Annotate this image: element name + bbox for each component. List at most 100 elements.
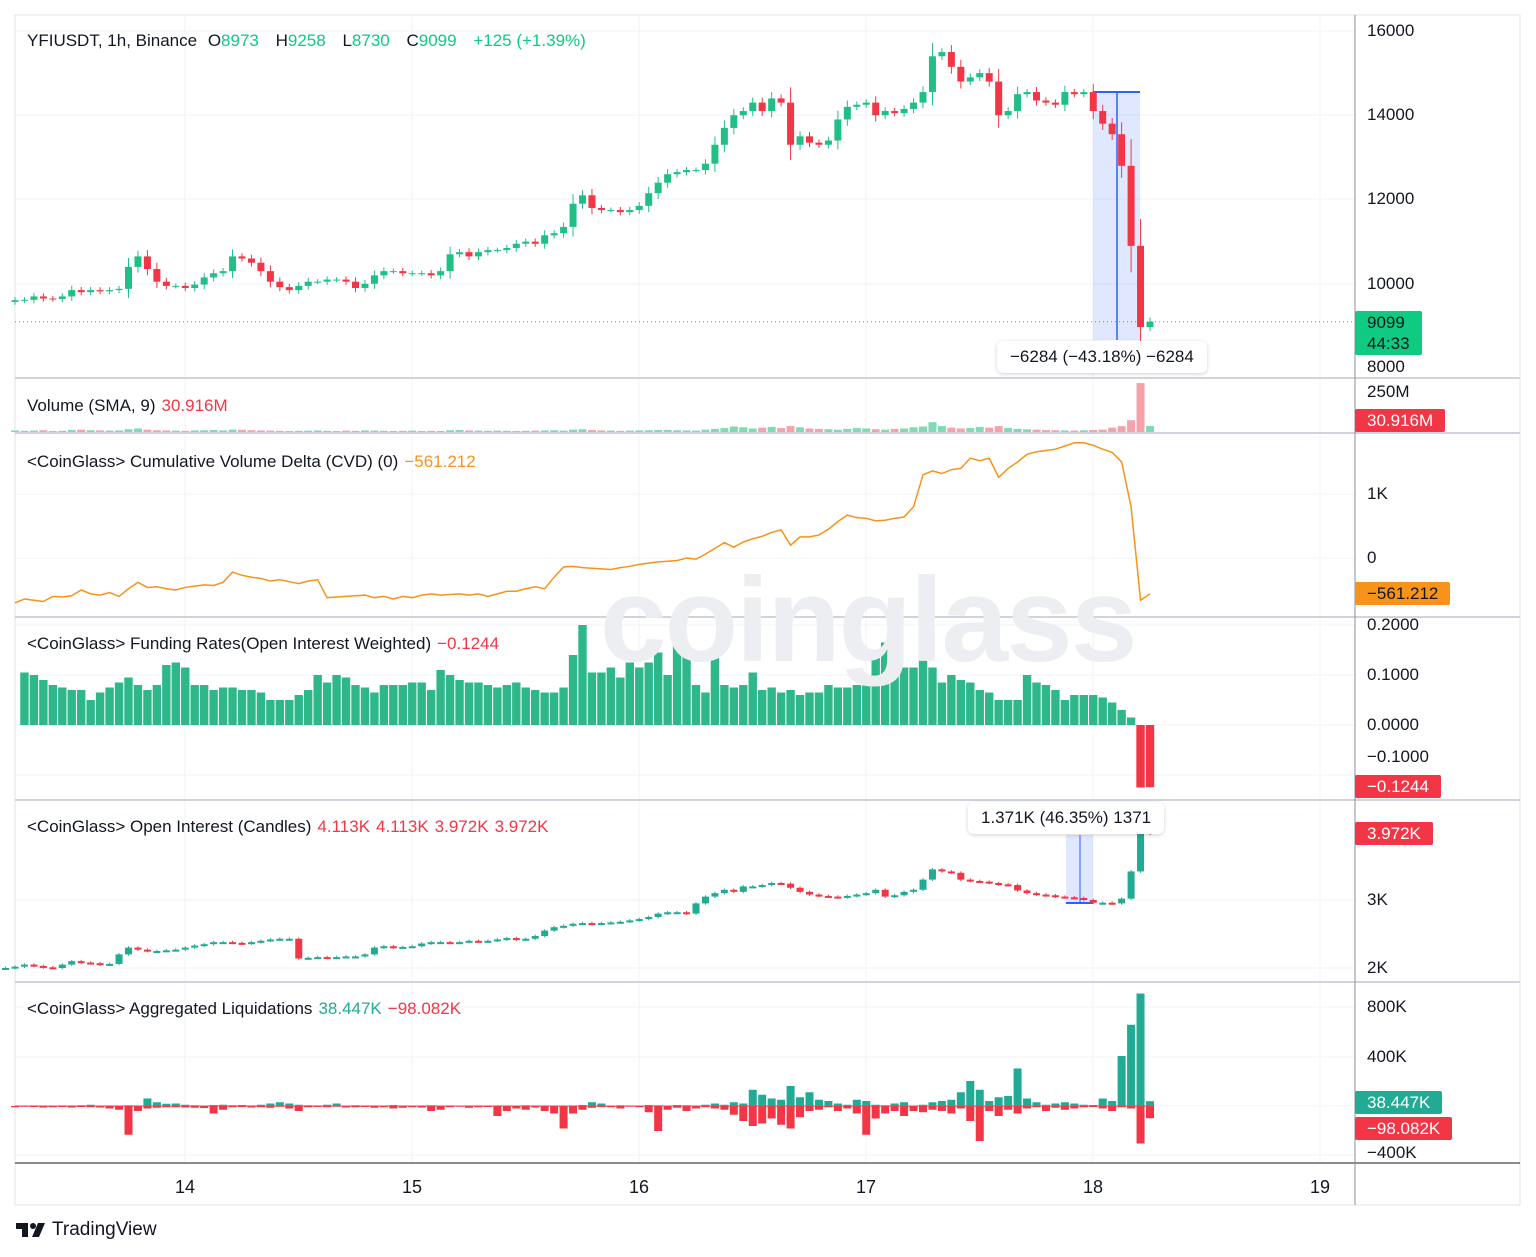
price-candle: [87, 290, 95, 293]
volume-bar: [881, 429, 890, 432]
liq-short-bar: [786, 1106, 795, 1129]
price-candle: [20, 299, 28, 301]
volume-bar: [370, 430, 379, 432]
liq-long-bar: [521, 1105, 530, 1106]
liq-short-bar: [200, 1106, 209, 1108]
liq-short-bar: [313, 1106, 322, 1107]
liq-long-bar: [77, 1105, 86, 1106]
liq-short-bar: [1070, 1106, 1079, 1109]
liq-long-bar: [682, 1105, 691, 1106]
price-candle: [976, 73, 984, 78]
liq-long-bar: [578, 1105, 587, 1106]
liq-long-bar: [748, 1089, 757, 1106]
funding-bar: [862, 677, 871, 725]
price-candle: [1108, 123, 1116, 135]
liq-long-bar: [1098, 1098, 1107, 1106]
funding-bar: [360, 687, 370, 725]
oi-candle: [106, 963, 114, 966]
funding-bar: [531, 690, 540, 725]
oi-candle: [579, 923, 586, 926]
liq-long-bar: [436, 1105, 445, 1106]
oi-candle: [125, 947, 132, 955]
liq-short-bar: [474, 1106, 483, 1108]
funding-bar: [379, 685, 389, 725]
price-candle: [68, 290, 76, 297]
price-candle: [985, 73, 993, 82]
liq-long-bar: [1117, 1056, 1126, 1106]
funding-bar: [171, 662, 180, 725]
volume-bar: [796, 427, 805, 432]
price-range-measure-label[interactable]: −6284 (−43.18%) −6284: [997, 341, 1207, 373]
oi-range-measure-label[interactable]: 1.371K (46.35%) 1371: [968, 802, 1165, 834]
low-value: 8730: [351, 31, 390, 50]
price-candle: [569, 203, 577, 227]
oi-candle: [928, 869, 936, 880]
liq-long-bar: [796, 1097, 805, 1106]
price-candle: [919, 92, 927, 103]
price-candle: [635, 205, 643, 211]
liq-long-bar: [483, 1105, 492, 1106]
chart-frame: [14, 14, 1521, 1206]
funding-bar: [616, 677, 625, 725]
funding-bar: [966, 682, 975, 725]
funding-bar: [1051, 690, 1060, 725]
liq-long-bar: [635, 1105, 644, 1106]
volume-bar: [446, 430, 455, 432]
volume-bar: [48, 431, 57, 433]
liq-short-bar: [1051, 1106, 1060, 1108]
volume-bar: [777, 428, 786, 432]
volume-bar: [587, 430, 596, 432]
oi-tag: 3.972K: [1355, 822, 1433, 845]
liq-long-bar: [200, 1105, 209, 1106]
funding-bar: [918, 647, 928, 725]
funding-bar: [682, 655, 691, 725]
oi-candle: [787, 883, 795, 888]
change-value: +125 (+1.39%): [473, 31, 586, 50]
price-candle: [522, 241, 530, 244]
oi-candle: [247, 942, 255, 945]
symbol-label[interactable]: YFIUSDT, 1h, Binance: [27, 31, 198, 50]
oi-candle: [1070, 897, 1078, 900]
liq-long-bar: [219, 1104, 228, 1106]
tradingview-logo[interactable]: TradingView: [16, 1219, 157, 1241]
price-axis-label: 8000: [1367, 357, 1405, 376]
price-candle: [493, 250, 501, 252]
funding-bar: [795, 695, 805, 725]
liq-long-bar: [862, 1101, 871, 1106]
price-candle: [579, 195, 586, 204]
price-candle: [380, 271, 388, 276]
liq-long-bar: [1079, 1104, 1088, 1106]
price-candle: [304, 281, 312, 286]
price-candle: [768, 98, 776, 112]
funding-bar: [322, 682, 332, 725]
funding-bar: [899, 667, 909, 725]
volume-bar: [1098, 429, 1107, 432]
oi-candle: [758, 885, 766, 888]
liq-long-bar: [190, 1105, 199, 1106]
liq-short-bar: [332, 1106, 341, 1107]
liq-short-bar: [512, 1106, 521, 1109]
liq-short-bar: [209, 1106, 218, 1114]
liq-short-bar: [181, 1106, 190, 1108]
coinglass-watermark: coinglass: [600, 553, 1138, 687]
price-candle: [664, 174, 672, 183]
oi-candle: [58, 964, 66, 968]
price-candle: [238, 256, 246, 259]
liq-short-bar: [228, 1106, 237, 1108]
liq-long-bar: [777, 1099, 786, 1106]
funding-bar: [710, 657, 720, 725]
price-candle: [125, 266, 132, 289]
price-candle: [758, 102, 766, 112]
funding-tag: −0.1244: [1355, 775, 1441, 798]
price-candle: [550, 233, 558, 236]
price-candle: [739, 111, 747, 116]
time-axis-label: 15: [401, 1177, 423, 1197]
liq-long-bar: [1004, 1096, 1013, 1106]
price-candle: [683, 170, 691, 173]
funding-bar: [209, 690, 218, 725]
liq-short-bar: [285, 1106, 294, 1109]
liq-short-bar: [294, 1106, 303, 1111]
volume-bar: [521, 430, 530, 432]
oi-legend: <CoinGlass> Open Interest (Candles) 4.113…: [27, 817, 549, 836]
